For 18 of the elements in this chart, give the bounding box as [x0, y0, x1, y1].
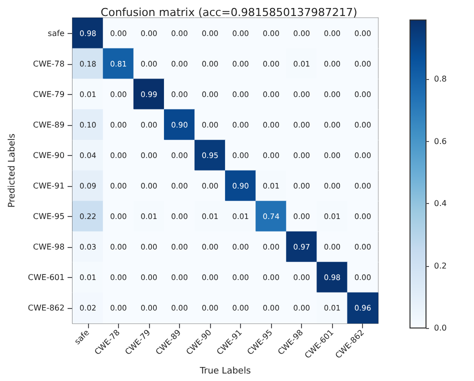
y-tick-label: CWE-601 — [28, 272, 65, 282]
color-bar-label: 0.4 — [434, 199, 447, 208]
y-tick-label: CWE-91 — [32, 181, 65, 190]
y-tick-label: safe — [48, 28, 65, 38]
color-bar-label: 0.0 — [434, 324, 447, 332]
chart-title: Confusion matrix (acc=0.9815850137987217) — [100, 6, 358, 19]
y-tick-label: CWE-862 — [28, 303, 65, 312]
y-tick-label: CWE-98 — [32, 242, 65, 252]
color-bar-label: 0.6 — [434, 136, 447, 146]
x-axis-title: True Labels — [198, 366, 252, 376]
y-tick-label: CWE-90 — [32, 150, 65, 160]
y-axis-title: Predicted Labels — [8, 133, 18, 208]
y-tick-label: CWE-95 — [32, 212, 65, 221]
y-tick-label: CWE-79 — [32, 90, 65, 99]
y-tick-label: CWE-78 — [32, 59, 65, 68]
color-bar-label: 0.2 — [434, 261, 447, 270]
color-bar-label: 0.8 — [434, 74, 447, 84]
y-tick-label: CWE-89 — [32, 120, 65, 130]
